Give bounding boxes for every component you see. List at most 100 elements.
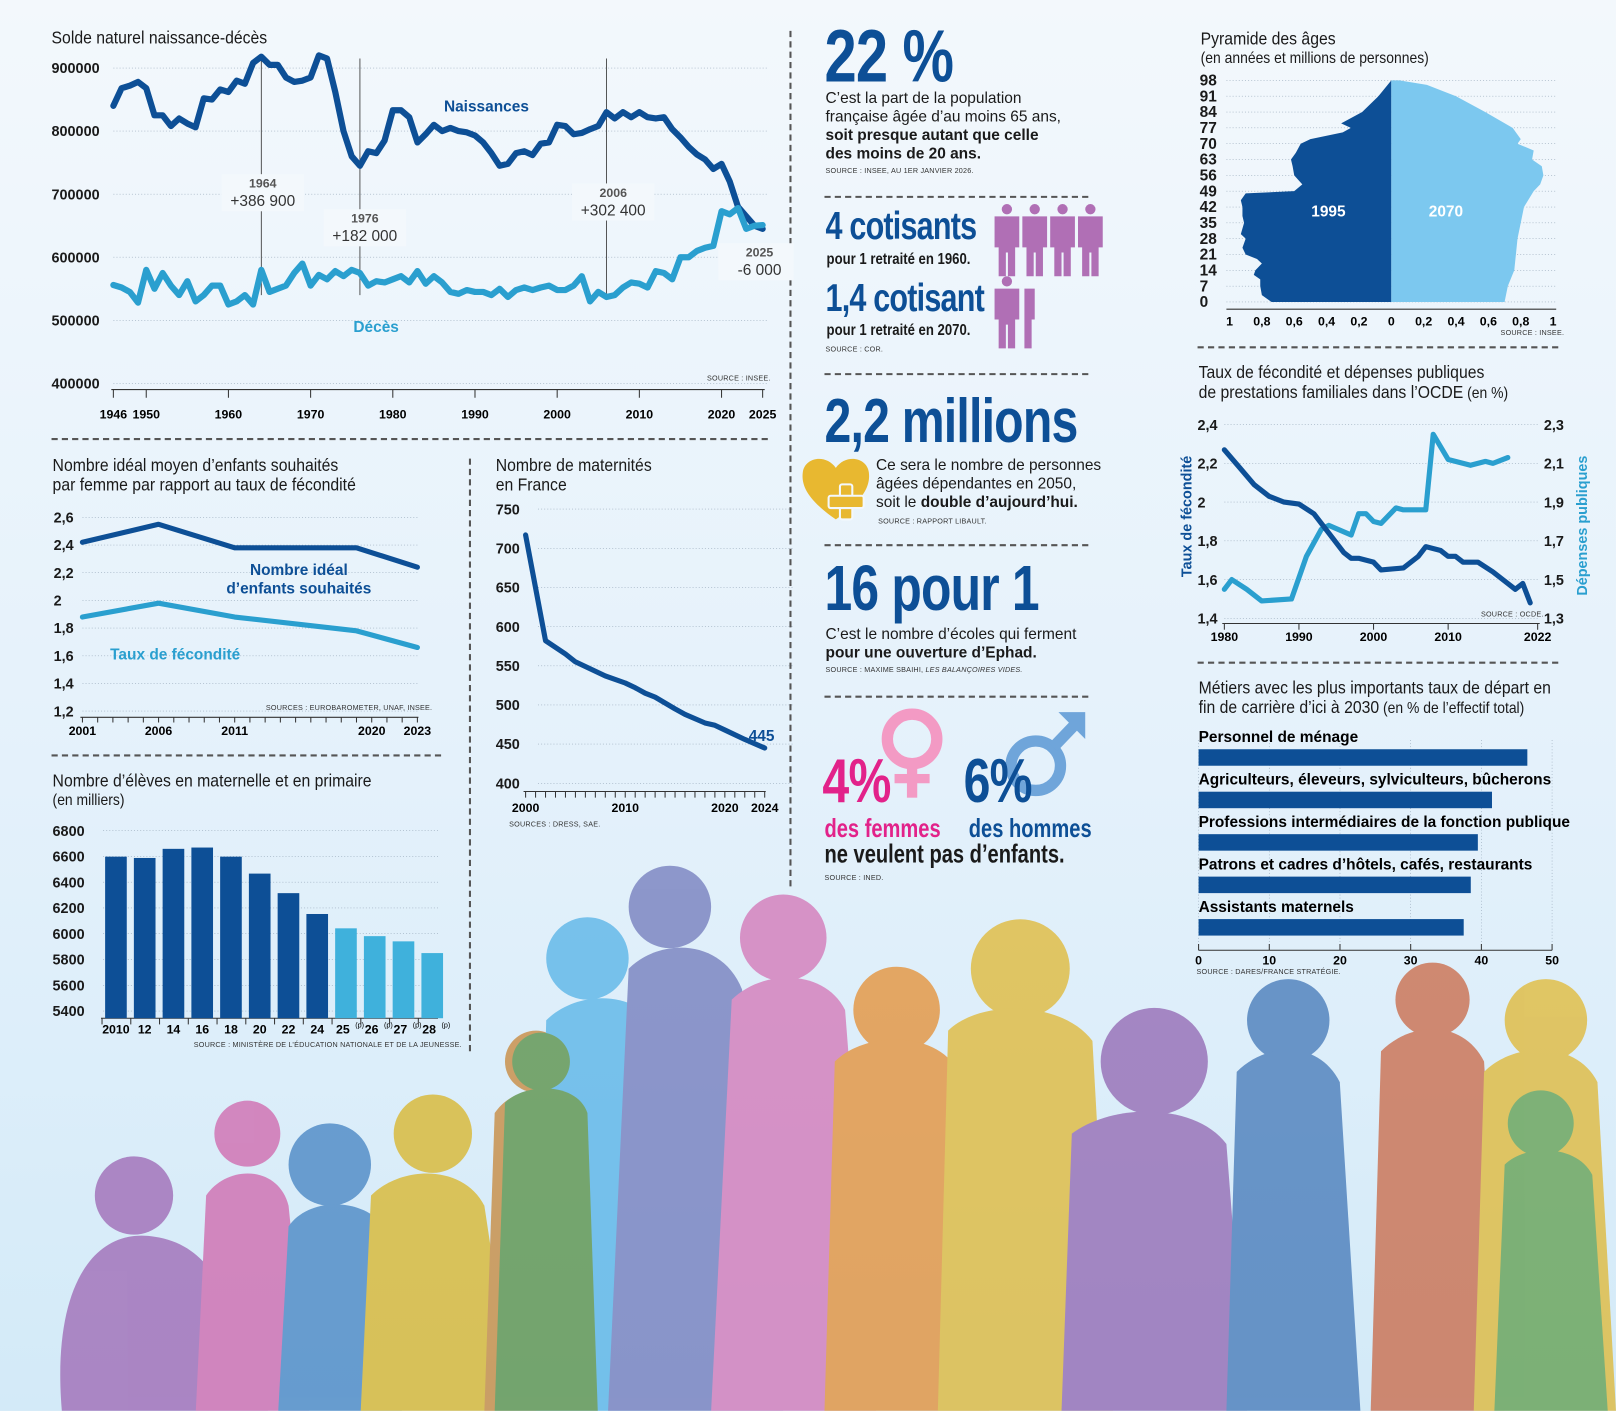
x-tick-label: 25: [336, 1023, 350, 1037]
series-label: Naissances: [444, 98, 529, 115]
text-italic: LES BALANÇOIRES VIDES.: [925, 666, 1023, 675]
pyramid-area-1995: [1240, 80, 1392, 302]
stat-1-4-cotisant: 1,4 cotisant: [825, 277, 985, 321]
x-tick-label: 50: [1545, 954, 1559, 968]
pupils-chart: 6800 6600 6400 6200 6000 5800 5600 5400 2010 12 14…: [53, 824, 451, 1037]
y-right-tick-label: 1,3: [1544, 612, 1564, 628]
jobs-title: Métiers avec les plus importants taux de…: [1199, 678, 1551, 718]
source: SOURCES : DRESS, SAE.: [509, 821, 601, 829]
bar: [306, 913, 329, 1019]
y-right-tick-label: 2,1: [1544, 457, 1564, 473]
person-icon-body: [1022, 216, 1048, 277]
text: soit le: [876, 493, 921, 512]
y-tick-label: 800000: [52, 124, 100, 140]
person-icon-body: [1078, 216, 1103, 277]
series-label: d’enfants souhaités: [226, 581, 371, 598]
x-tick-label: 2020: [711, 801, 739, 815]
series-line-fertility: [79, 600, 420, 651]
bar: [191, 847, 214, 1019]
no-children-text: ne veulent pas d’enfants.: [824, 839, 1065, 869]
y-tick-label: 1,2: [54, 704, 74, 720]
source: SOURCE : INED.: [824, 874, 884, 883]
person-icon-head: [1085, 204, 1096, 215]
series-line-births: [110, 52, 766, 232]
stat-22-percent: 22 %: [824, 15, 954, 98]
y-tick-label: 1,4: [1198, 612, 1218, 628]
x-tick-label: 16: [195, 1023, 209, 1037]
annotation-bg: [718, 243, 794, 281]
divider: [824, 195, 1089, 198]
y-tick-label: 28: [1200, 231, 1218, 248]
annotation-year: 2025: [746, 246, 774, 260]
x-tick-label: 2010: [611, 801, 639, 815]
ideal-children-title: Nombre idéal moyen d’enfants souhaités pa…: [53, 456, 356, 495]
bar: [392, 941, 415, 1019]
x-tick-label: 2010: [1434, 630, 1462, 644]
x-tick-label: 0: [1388, 315, 1395, 329]
annotation-year: 1976: [351, 212, 379, 226]
y-tick-label: 2,4: [1198, 418, 1218, 434]
bar: [1198, 919, 1464, 936]
unit: (en % de l’effectif total): [1379, 699, 1525, 718]
maternites-chart: 750 700 650 600 550 500 450 400 2000 2010 2020 2024…: [496, 502, 794, 815]
y-tick-label: 2,2: [54, 566, 74, 582]
x-tick-label: 0,2: [1350, 315, 1367, 329]
source: SOURCE : RAPPORT LIBAULT.: [878, 518, 987, 526]
source: SOURCE : INSEE, AU 1ER JANVIER 2026.: [825, 167, 974, 176]
annotation-value: +182 000: [332, 228, 397, 245]
bar: [421, 953, 444, 1019]
y-tick-label: 700: [496, 541, 520, 557]
category-label: Patrons et cadres d’hôtels, cafés, resta…: [1199, 856, 1533, 873]
source: SOURCE : OCDE.: [1480, 611, 1544, 619]
x-tick-label: 2011: [221, 724, 248, 738]
x-tick-label: 2000: [543, 407, 571, 421]
y-tick-label: 98: [1200, 73, 1218, 90]
oecd-chart: 2,4 2,2 2 1,8 1,6 1,4 2,3 2,1 1,9 1,7 1,5 1,3 1980 19…: [1179, 418, 1591, 644]
annotation-bg: [571, 183, 655, 221]
divider: [1197, 346, 1559, 349]
x-tick-label: 2010: [102, 1023, 130, 1037]
source: SOURCE : MINISTÈRE DE L’ÉDUCATION NATION…: [193, 1041, 462, 1050]
divider: [824, 695, 1089, 698]
y-tick-label: 6400: [53, 875, 85, 891]
bar: [105, 856, 127, 1019]
series-line-spending: [1221, 431, 1511, 604]
person-icon-head: [1029, 204, 1040, 215]
stat-2-2-millions: 2,2 millions: [824, 386, 1078, 456]
stat-2-2-text: Ce sera le nombre de personnes âgées dép…: [876, 457, 1101, 513]
title-line: Pyramide des âges: [1200, 28, 1336, 49]
title-line: en France: [495, 475, 567, 495]
divider: [468, 458, 471, 1052]
x-tick-label: 1: [1550, 315, 1557, 329]
category-label: Personnel de ménage: [1199, 729, 1359, 746]
text-line: des moins de 20 ans.: [825, 145, 982, 163]
y-tick-label: 1,8: [1198, 534, 1218, 550]
y-tick-label: 5600: [53, 978, 85, 994]
projection-mark: (p): [384, 1021, 393, 1030]
series-label: Nombre idéal: [250, 562, 348, 579]
y-tick-label: 2,2: [1198, 457, 1218, 473]
source: SOURCE : INSEE.: [1500, 329, 1565, 338]
y-tick-label: 77: [1200, 120, 1217, 137]
x-tick-label: 24: [310, 1023, 324, 1037]
annotation-value: +386 900: [230, 193, 295, 210]
series-line-ideal: [79, 521, 420, 570]
x-tick-label: 2020: [358, 724, 386, 738]
x-tick-label: 2023: [404, 724, 432, 738]
title-line: Métiers avec les plus importants taux de…: [1198, 678, 1551, 698]
subtitle: (en milliers): [52, 791, 125, 810]
person-icon-body: [994, 216, 1020, 277]
annotation-bg: [221, 174, 305, 212]
x-tick-label: 0,8: [1512, 315, 1529, 329]
pupils-title: Nombre d’élèves en maternelle et en prim…: [53, 771, 372, 810]
divider: [824, 544, 1089, 547]
y-axis-left-title: Taux de fécondité: [1179, 456, 1195, 577]
female-symbol-icon: [881, 708, 943, 798]
person-icon-head: [1057, 204, 1068, 215]
bar: [335, 928, 357, 1019]
bar: [277, 893, 300, 1019]
x-tick-label: 22: [282, 1023, 296, 1037]
y-tick-label: 700000: [52, 187, 100, 203]
maternites-title: Nombre de maternités en France: [496, 456, 652, 495]
